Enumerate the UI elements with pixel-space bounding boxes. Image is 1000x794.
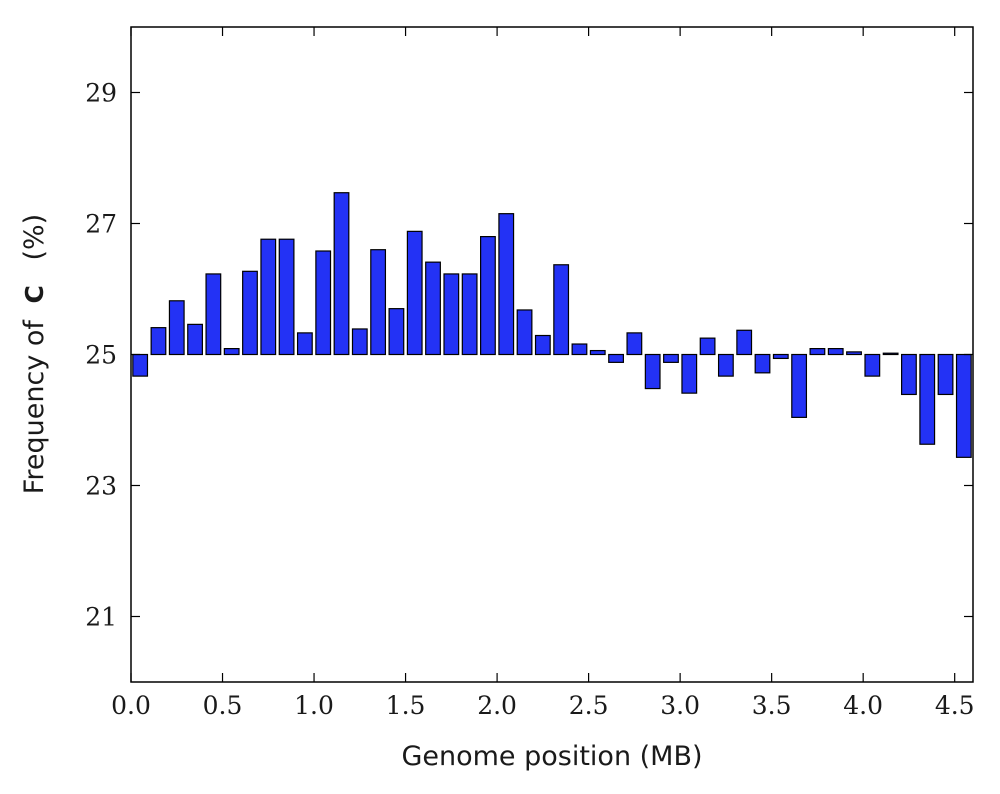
bar	[553, 264, 570, 356]
bar	[626, 332, 643, 356]
bar	[205, 273, 222, 356]
bar	[827, 348, 844, 356]
bar	[260, 238, 277, 356]
x-tick-label: 1.5	[386, 691, 426, 720]
bar	[846, 351, 862, 356]
bar	[187, 323, 203, 356]
x-tick-label: 3.0	[660, 691, 700, 720]
bar	[132, 353, 149, 377]
bar	[717, 353, 734, 377]
bar	[644, 353, 661, 390]
x-axis-ticks: 0.0 0.5 1.0 1.5 2.0 2.5 3.0 3.5 4.0 4.5	[111, 27, 975, 720]
x-tick-label: 4.5	[935, 691, 975, 720]
bar	[223, 348, 240, 356]
y-tick-label: 25	[85, 341, 117, 370]
bar	[919, 353, 936, 445]
x-axis-label: Genome position (MB)	[401, 741, 702, 772]
y-axis-ticks: 21 23 25 27 29	[85, 79, 973, 632]
bar	[315, 250, 332, 356]
bar	[736, 329, 753, 356]
bar	[955, 353, 972, 458]
x-tick-label: 2.0	[477, 691, 517, 720]
bar	[699, 337, 716, 356]
bar	[791, 353, 808, 418]
bar	[571, 343, 588, 356]
x-tick-label: 1.0	[294, 691, 334, 720]
x-tick-label: 0.0	[111, 691, 151, 720]
bar	[296, 332, 313, 356]
y-tick-label: 21	[85, 603, 117, 632]
bar	[370, 249, 387, 356]
bar	[608, 353, 624, 363]
bar	[333, 192, 350, 356]
y-axis-label-suffix: (%)	[19, 214, 50, 261]
bar	[461, 273, 478, 356]
bar	[589, 349, 606, 356]
y-tick-label: 29	[85, 79, 117, 108]
bar	[388, 308, 405, 356]
bar	[809, 348, 826, 356]
x-tick-label: 4.0	[843, 691, 883, 720]
bar	[864, 353, 881, 377]
bar	[425, 261, 441, 356]
bar	[406, 230, 423, 356]
x-tick-label: 0.5	[203, 691, 243, 720]
bar	[882, 352, 899, 356]
bar	[772, 353, 789, 360]
bar	[150, 327, 167, 356]
bar	[168, 300, 185, 356]
bar	[498, 213, 515, 356]
bar	[443, 273, 460, 356]
y-tick-label: 23	[85, 472, 117, 501]
bar	[681, 353, 698, 394]
bar	[937, 353, 954, 396]
bar	[351, 328, 368, 356]
bar	[480, 236, 496, 356]
y-axis-label-letter: C	[20, 285, 49, 303]
bar	[242, 270, 258, 356]
x-tick-label: 3.5	[752, 691, 792, 720]
y-tick-label: 27	[85, 210, 117, 239]
bar	[663, 353, 679, 363]
bar	[754, 353, 771, 374]
y-axis-label: Frequency of C (%)	[19, 214, 50, 494]
bar	[278, 238, 295, 356]
y-axis-label-prefix: Frequency of	[19, 319, 50, 495]
bar	[901, 353, 917, 396]
bars-group	[132, 192, 972, 458]
x-tick-label: 2.5	[569, 691, 609, 720]
bar	[516, 309, 533, 356]
bar	[534, 334, 551, 356]
